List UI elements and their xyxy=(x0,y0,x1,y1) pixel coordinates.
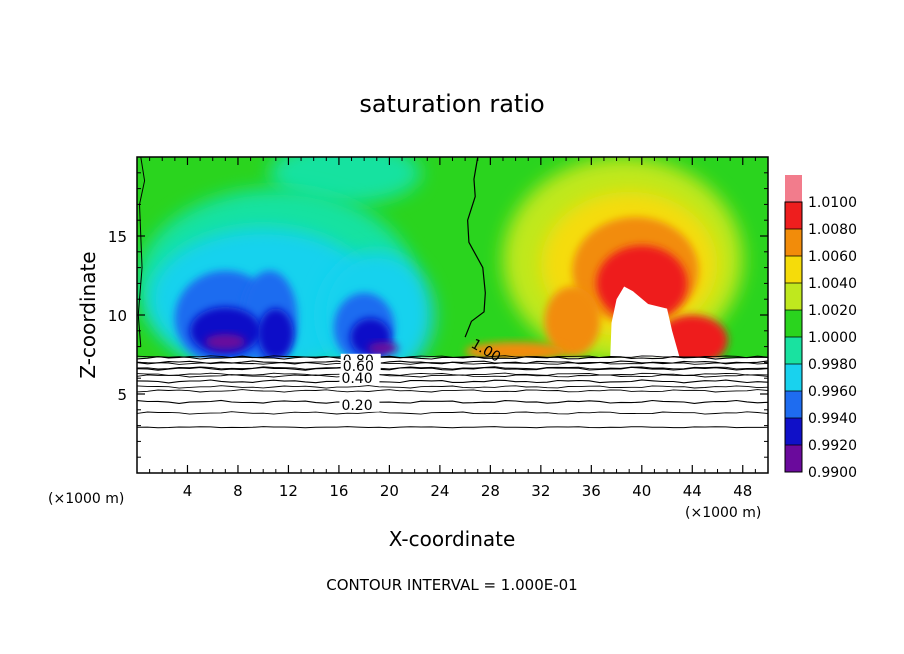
chart-title: saturation ratio xyxy=(359,90,544,118)
colorbar-label: 0.9920 xyxy=(808,438,857,454)
x-tick-label: 40 xyxy=(632,482,651,500)
colorbar-label: 1.0080 xyxy=(808,222,857,238)
colorbar-label: 0.9900 xyxy=(808,465,857,481)
contour-label: 0.40 xyxy=(341,371,372,387)
y-tick-label: 10 xyxy=(108,307,127,325)
y-axis-title: Z-coordinate xyxy=(76,251,100,378)
colorbar-swatch xyxy=(785,364,802,391)
contour-label: 0.60 xyxy=(343,359,374,375)
colorbar-label: 0.9940 xyxy=(808,411,857,427)
contour-line xyxy=(137,366,768,371)
contour-line xyxy=(137,360,768,365)
x-tick-label: 36 xyxy=(582,482,601,500)
colorbar-swatch xyxy=(785,391,802,418)
x-axis-title: X-coordinate xyxy=(389,527,516,551)
contour-label-bg xyxy=(340,360,381,374)
x-tick-label: 44 xyxy=(683,482,702,500)
field-blob xyxy=(367,341,399,355)
colorbar-swatch xyxy=(785,337,802,364)
contour-label-bg xyxy=(339,371,380,385)
contour-line xyxy=(137,385,768,389)
x-tick-label: 48 xyxy=(733,482,752,500)
cloud-region xyxy=(610,286,680,358)
x-tick-label: 20 xyxy=(380,482,399,500)
saturation-field xyxy=(137,157,768,473)
contour-lines: 1.000.800.600.400.20 xyxy=(137,157,768,429)
x-tick-label: 8 xyxy=(233,482,243,500)
x-tick-label: 28 xyxy=(481,482,500,500)
x-tick-label: 4 xyxy=(183,482,193,500)
colorbar-label: 0.9960 xyxy=(808,384,857,400)
field-blob xyxy=(205,333,246,350)
colorbar-swatch xyxy=(785,202,802,229)
colorbar-label: 1.0060 xyxy=(808,249,857,265)
contour-line xyxy=(137,379,768,384)
contour-interval-note: CONTOUR INTERVAL = 1.000E-01 xyxy=(326,576,577,594)
contour-label-bg xyxy=(339,398,380,412)
x-tick-label: 12 xyxy=(279,482,298,500)
colorbar-label: 1.0000 xyxy=(808,330,857,346)
y-tick-label: 15 xyxy=(108,228,127,246)
colorbar-label: 1.0100 xyxy=(808,195,857,211)
x-unit-left: (×1000 m) xyxy=(48,491,124,507)
contour-line xyxy=(137,399,768,404)
colorbar-swatch xyxy=(785,418,802,445)
colorbar: 0.9900 0.9920 0.9940 0.9960 0.9980 1.0000 1.00… xyxy=(784,175,857,481)
colorbar-swatch xyxy=(785,229,802,256)
field-blob xyxy=(258,308,294,360)
x-tick-label: 16 xyxy=(329,482,348,500)
colorbar-label: 0.9980 xyxy=(808,357,857,373)
contour-line xyxy=(137,372,768,376)
field-blob xyxy=(465,341,567,361)
colorbar-label: 1.0020 xyxy=(808,303,857,319)
contour-line xyxy=(137,355,768,360)
contour-line xyxy=(137,411,768,415)
contour-line xyxy=(137,374,768,378)
x-tick-label: 32 xyxy=(531,482,550,500)
colorbar-swatch xyxy=(785,175,802,202)
contour-line xyxy=(137,426,768,429)
colorbar-label: 1.0040 xyxy=(808,276,857,292)
colorbar-swatch xyxy=(785,445,802,472)
colorbar-swatch xyxy=(785,256,802,283)
contour-line xyxy=(137,389,768,393)
field-blob xyxy=(544,286,601,357)
contour-line xyxy=(137,366,768,370)
x-tick-label: 24 xyxy=(430,482,449,500)
x-unit-right: (×1000 m) xyxy=(685,505,761,521)
contour-line-1-00 xyxy=(464,157,486,338)
colorbar-swatch xyxy=(785,283,802,310)
lower-domain xyxy=(137,357,768,473)
colorbar-swatch xyxy=(785,310,802,337)
y-tick-label: 5 xyxy=(117,386,127,404)
contour-label: 0.20 xyxy=(341,398,372,414)
